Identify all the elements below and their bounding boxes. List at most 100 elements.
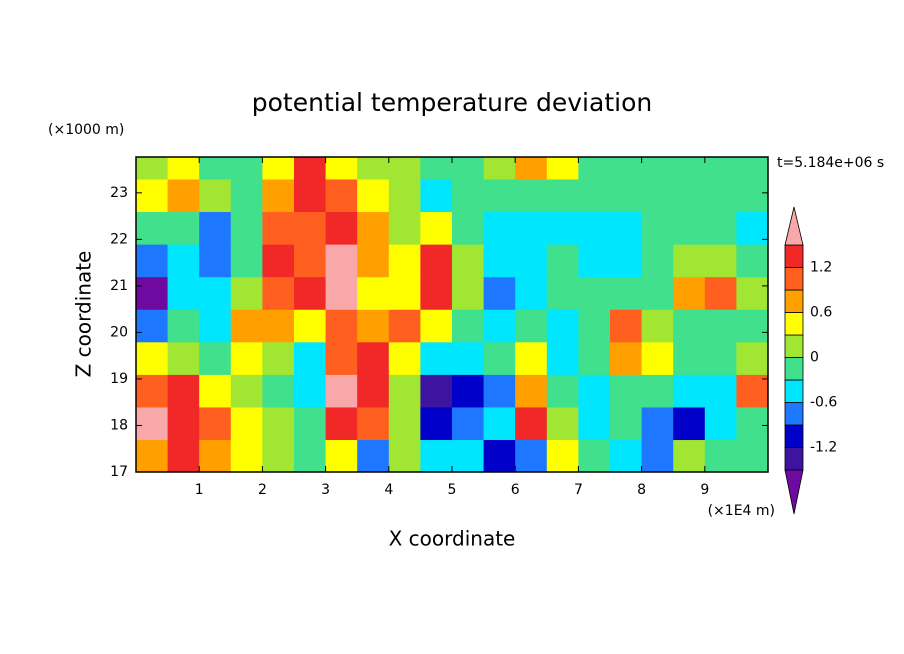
contour-cell (357, 309, 390, 343)
contour-cell (546, 178, 579, 213)
contour-cell (199, 178, 232, 213)
x-tick-label: 5 (448, 482, 457, 498)
x-tick-label: 8 (637, 482, 646, 498)
contour-cell (167, 374, 200, 408)
contour-cell (230, 341, 263, 375)
contour-cell (578, 406, 611, 441)
contour-cell (578, 178, 611, 213)
contour-cell (199, 157, 232, 180)
contour-cell (452, 276, 485, 310)
contour-cell (262, 276, 295, 310)
contour-cell (136, 178, 169, 213)
contour-cell (357, 374, 390, 408)
contour-cell (546, 276, 579, 310)
contour-cell (673, 244, 706, 278)
contour-cell (610, 211, 643, 245)
colorbar-segment (784, 244, 804, 268)
contour-cell (546, 439, 579, 472)
contour-cell (357, 439, 390, 472)
contour-cell (641, 439, 674, 472)
contour-cell (704, 211, 737, 245)
contour-cell (294, 439, 327, 472)
contour-cell (673, 211, 706, 245)
contour-cell (736, 157, 768, 180)
contour-cell (357, 341, 390, 375)
y-axis-label: Z coordinate (72, 251, 96, 378)
contour-cell (641, 276, 674, 310)
contour-cell (420, 276, 453, 310)
contour-cell (294, 406, 327, 441)
contour-cell (578, 276, 611, 310)
contour-cell (262, 211, 295, 245)
colorbar-tick-label: -1.2 (810, 440, 837, 456)
colorbar-tick-label: 0.6 (810, 305, 832, 321)
contour-cell (452, 244, 485, 278)
contour-cell (357, 244, 390, 278)
contour-cell (641, 244, 674, 278)
contour-cell (262, 309, 295, 343)
contour-cell (641, 309, 674, 343)
contour-cell (673, 276, 706, 310)
contour-cell (546, 211, 579, 245)
contour-cell (262, 178, 295, 213)
contour-cell (136, 374, 169, 408)
colorbar-extend-min (784, 469, 804, 515)
contour-cell (736, 309, 768, 343)
colorbar-extend-max (784, 206, 804, 246)
contour-cell (136, 276, 169, 310)
contour-cell (357, 276, 390, 310)
colorbar-segment (784, 312, 804, 336)
colorbar-segment (784, 379, 804, 403)
contour-cell (546, 244, 579, 278)
contour-cell (136, 309, 169, 343)
contour-cell (452, 178, 485, 213)
contour-cell (199, 374, 232, 408)
y-tick-label: 23 (110, 185, 128, 201)
contour-cell (420, 178, 453, 213)
contour-cell (230, 439, 263, 472)
contour-cell (704, 374, 737, 408)
contour-cell (262, 439, 295, 472)
y-tick-label: 19 (110, 371, 128, 387)
contour-cell (515, 276, 548, 310)
contour-cell (294, 244, 327, 278)
contour-cell (420, 439, 453, 472)
contour-cell (420, 309, 453, 343)
contour-cell (388, 374, 421, 408)
y-tick-label: 21 (110, 278, 128, 294)
contour-cell (167, 439, 200, 472)
contour-cell (452, 341, 485, 375)
contour-cell (483, 244, 516, 278)
colorbar-segment (784, 267, 804, 291)
contour-cell (578, 244, 611, 278)
contour-cell (199, 276, 232, 310)
contour-cell (294, 157, 327, 180)
contour-cell (262, 244, 295, 278)
contour-cell (578, 211, 611, 245)
contour-cell (673, 374, 706, 408)
contour-cell (610, 309, 643, 343)
contour-cell (578, 341, 611, 375)
colorbar-segment (784, 357, 804, 381)
contour-cell (578, 309, 611, 343)
x-tick-label: 6 (511, 482, 520, 498)
contour-cell (262, 341, 295, 375)
contour-cell (388, 309, 421, 343)
y-tick-label: 17 (110, 464, 128, 480)
contour-cell (610, 406, 643, 441)
colorbar-segment (784, 334, 804, 358)
contour-cell (167, 244, 200, 278)
contour-cell (704, 341, 737, 375)
x-tick-label: 1 (195, 482, 204, 498)
contour-cell (325, 374, 358, 408)
contour-cell (230, 309, 263, 343)
x-tick-label: 9 (700, 482, 709, 498)
contour-cell (610, 276, 643, 310)
contour-cell (452, 211, 485, 245)
contour-cell (136, 157, 169, 180)
chart-title: potential temperature deviation (252, 88, 652, 117)
contour-cell (673, 406, 706, 441)
contour-cell (325, 178, 358, 213)
contour-cell (515, 374, 548, 408)
contour-cell (294, 178, 327, 213)
